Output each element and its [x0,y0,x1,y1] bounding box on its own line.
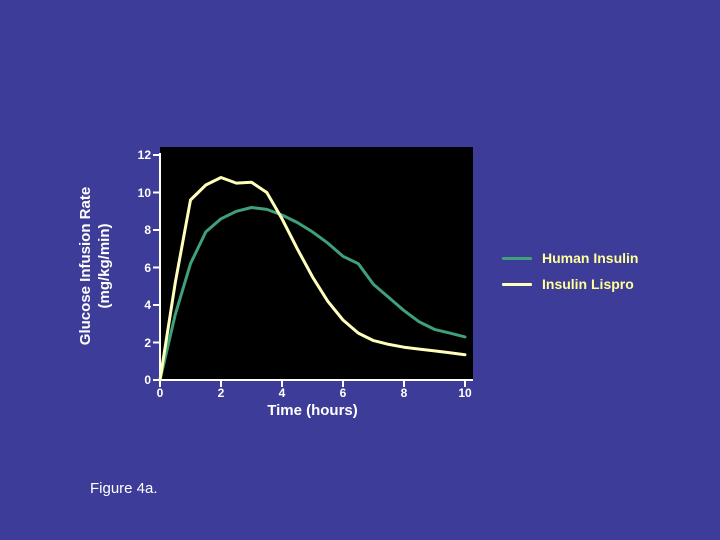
legend-item-insulin-lispro: Insulin Lispro [502,276,638,292]
legend-item-human-insulin: Human Insulin [502,250,638,266]
legend-swatch-insulin-lispro-icon [502,282,532,286]
y-tick-label: 2 [144,335,151,350]
legend-label-human-insulin: Human Insulin [542,250,639,266]
x-tick-label: 2 [217,386,225,400]
y-tick-label: 0 [144,373,151,387]
y-axis-title-line1: Glucose Infusion Rate [77,186,94,346]
legend-label-insulin-lispro: Insulin Lispro [542,276,634,292]
y-axis-title: Glucose Infusion Rate (mg/kg/min) [76,126,114,406]
y-tick-label: 4 [144,298,151,312]
y-tick-label: 6 [144,260,151,275]
y-tick-label: 12 [137,148,151,162]
y-axis-title-line2: (mg/kg/min) [96,223,113,309]
y-tick-label: 8 [144,223,151,237]
legend: Human Insulin Insulin Lispro [502,250,638,302]
y-tick-label: 10 [137,185,151,200]
legend-swatch-human-insulin-icon [502,256,532,260]
x-tick-label: 10 [458,386,472,400]
plot-area [153,147,473,387]
figure-caption: Figure 4a. [90,480,158,497]
x-axis-title: Time (hours) [267,402,358,419]
x-tick-label: 6 [339,386,347,400]
x-tick-label: 8 [400,386,408,400]
x-tick-label: 0 [156,386,164,400]
x-tick-label: 4 [278,386,286,400]
